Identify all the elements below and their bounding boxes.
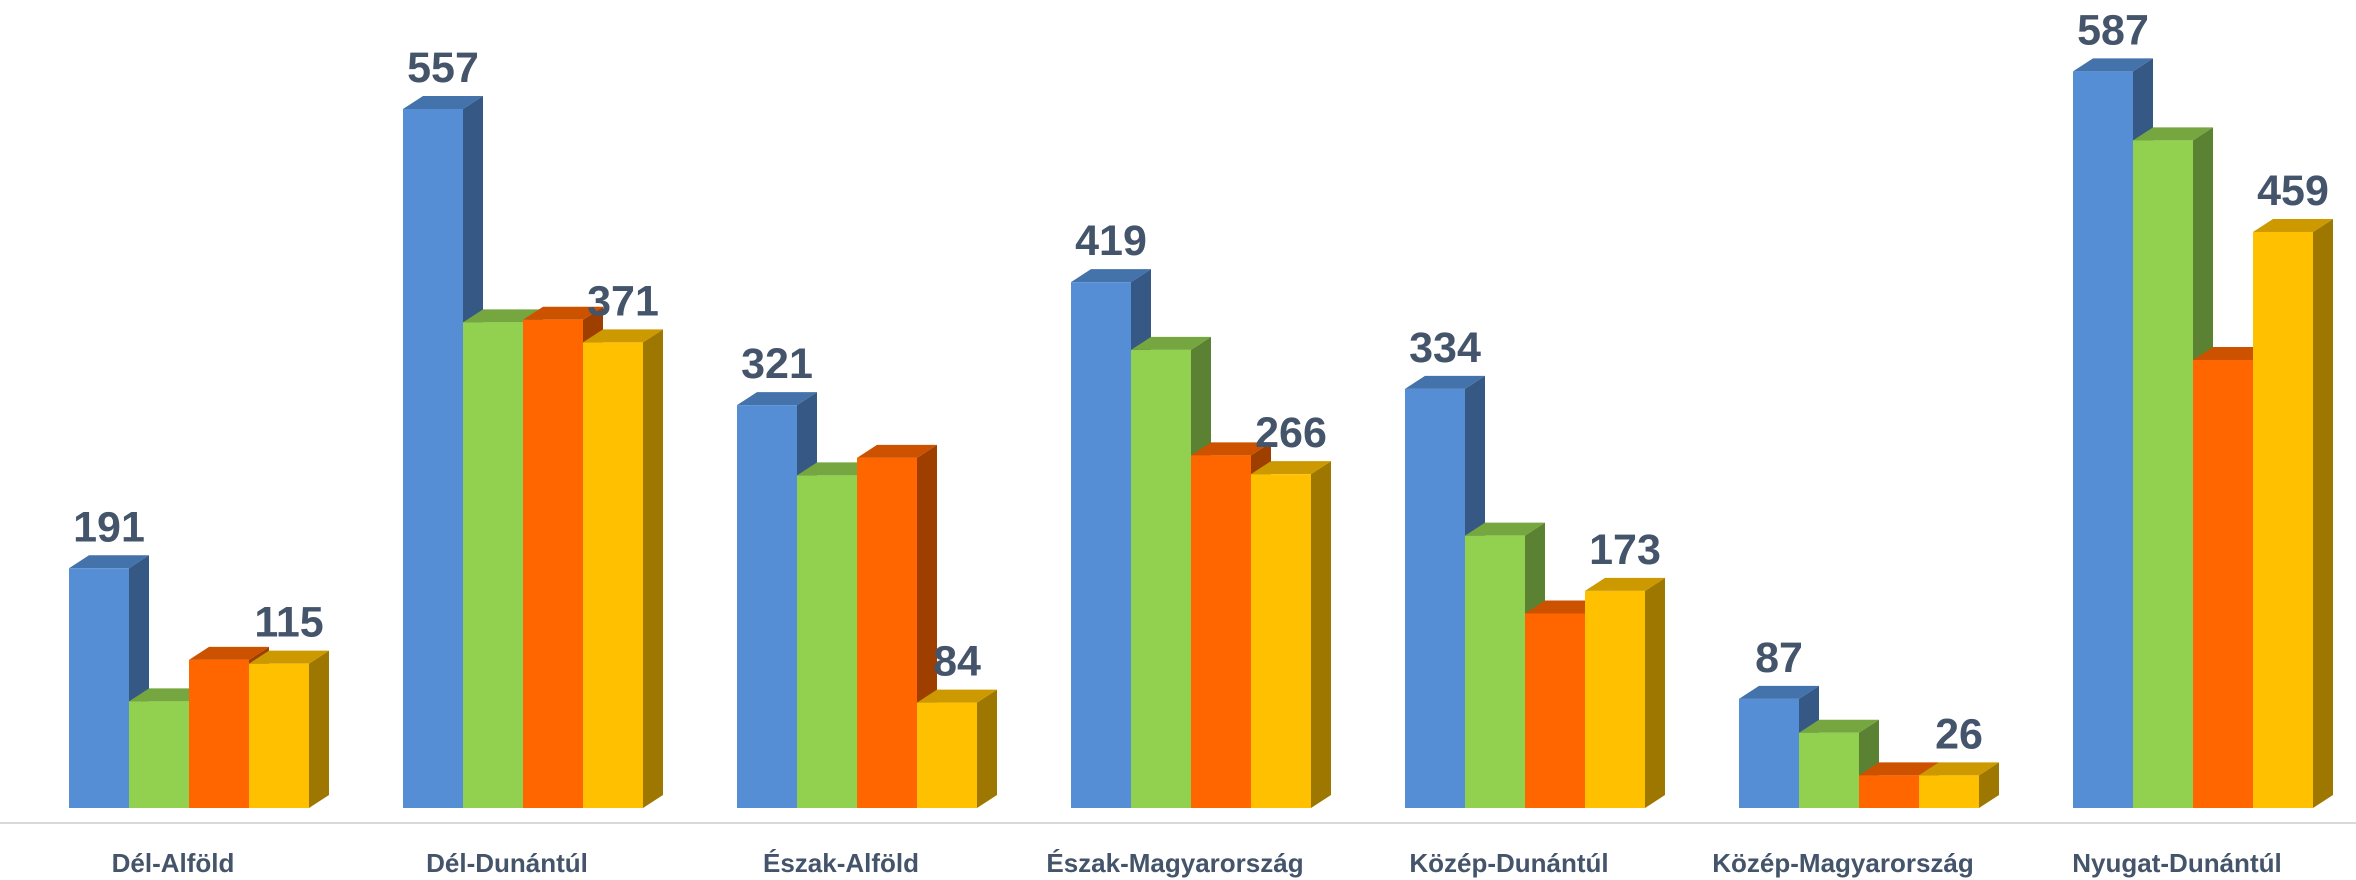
bar-side: [1979, 762, 1999, 808]
bar-front: [1131, 349, 1191, 808]
x-tick-label: Közép-Magyarország: [1712, 848, 1974, 878]
bar-top: [523, 306, 603, 320]
bar-top: [1405, 375, 1485, 389]
bar-top: [737, 392, 817, 406]
bar-front: [1585, 590, 1645, 808]
bar-front: [1739, 698, 1799, 808]
bar-side: [309, 650, 329, 808]
bar: [249, 650, 329, 808]
data-label: 173: [1589, 526, 1661, 574]
x-tick-label: Nyugat-Dunántúl: [2072, 848, 2281, 878]
bar-front: [1919, 775, 1979, 808]
data-label: 26: [1935, 710, 1983, 758]
bar-top: [583, 329, 663, 343]
bar-top: [917, 689, 997, 703]
bar: [1251, 461, 1331, 808]
bar-top: [1465, 522, 1545, 536]
bar-front: [403, 108, 463, 809]
bar-front: [917, 702, 977, 808]
bar-side: [1311, 461, 1331, 808]
bar-top: [249, 650, 329, 664]
bar-top: [1251, 461, 1331, 475]
bar-front: [583, 342, 643, 808]
bar-top: [1585, 577, 1665, 591]
data-label: 557: [407, 44, 479, 92]
bar-front: [2193, 359, 2253, 808]
bar-top: [1191, 442, 1271, 456]
data-label: 191: [73, 503, 145, 551]
data-label: 419: [1075, 217, 1147, 265]
bar-top: [1131, 336, 1211, 350]
bar-top: [1799, 719, 1879, 733]
bar-front: [1799, 732, 1859, 808]
bar-front: [1071, 282, 1131, 808]
bar: [1465, 522, 1545, 808]
data-label: 587: [2077, 6, 2149, 54]
bar: [917, 689, 997, 808]
bar-top: [69, 555, 149, 569]
bar-front: [2133, 140, 2193, 809]
bar-front: [1525, 613, 1585, 808]
x-tick-label: Dél-Alföld: [112, 848, 235, 878]
bar-front: [857, 457, 917, 808]
data-label: 115: [254, 599, 323, 647]
bar-top: [2253, 218, 2333, 232]
bar-front: [737, 405, 797, 808]
x-tick-label: Észak-Alföld: [763, 848, 919, 878]
bar-front: [2073, 71, 2133, 808]
x-tick-label: Észak-Magyarország: [1046, 848, 1303, 878]
bar-front: [1251, 474, 1311, 808]
bar-top: [403, 95, 483, 109]
bar-top: [1919, 762, 1999, 776]
bar-side: [643, 329, 663, 808]
bar-side: [1645, 577, 1665, 808]
data-label: 84: [933, 638, 981, 686]
bar-top: [857, 444, 937, 458]
data-label: 371: [587, 277, 659, 325]
bar-front: [1405, 388, 1465, 808]
data-label: 321: [741, 340, 813, 388]
bar-top: [1071, 269, 1151, 283]
bar-side: [977, 689, 997, 808]
data-label: 459: [2257, 167, 2329, 215]
bar-front: [1465, 535, 1525, 808]
bar: [1585, 577, 1665, 808]
bar: [1919, 762, 1999, 808]
bar: [2253, 218, 2333, 808]
bar-front: [797, 475, 857, 808]
bar-front: [189, 659, 249, 808]
bar-side: [2313, 218, 2333, 808]
bar-front: [129, 701, 189, 808]
bar-top: [2133, 127, 2213, 141]
bar-top: [2073, 58, 2153, 72]
bar-front: [523, 319, 583, 808]
x-tick-label: Dél-Dunántúl: [426, 848, 588, 878]
bar-top: [463, 309, 543, 323]
bar: [583, 329, 663, 808]
bar-front: [249, 663, 309, 808]
bar-front: [2253, 231, 2313, 808]
bar-front: [1859, 775, 1919, 808]
x-tick-label: Közép-Dunántúl: [1409, 848, 1608, 878]
bar-front: [463, 322, 523, 808]
bar-top: [1859, 762, 1939, 776]
bar-top: [1739, 685, 1819, 699]
bar-front: [69, 568, 129, 808]
data-label: 266: [1255, 409, 1327, 457]
bar-front: [1191, 455, 1251, 808]
data-label: 87: [1755, 634, 1803, 682]
bar-top: [189, 646, 269, 660]
data-label: 334: [1409, 324, 1481, 372]
